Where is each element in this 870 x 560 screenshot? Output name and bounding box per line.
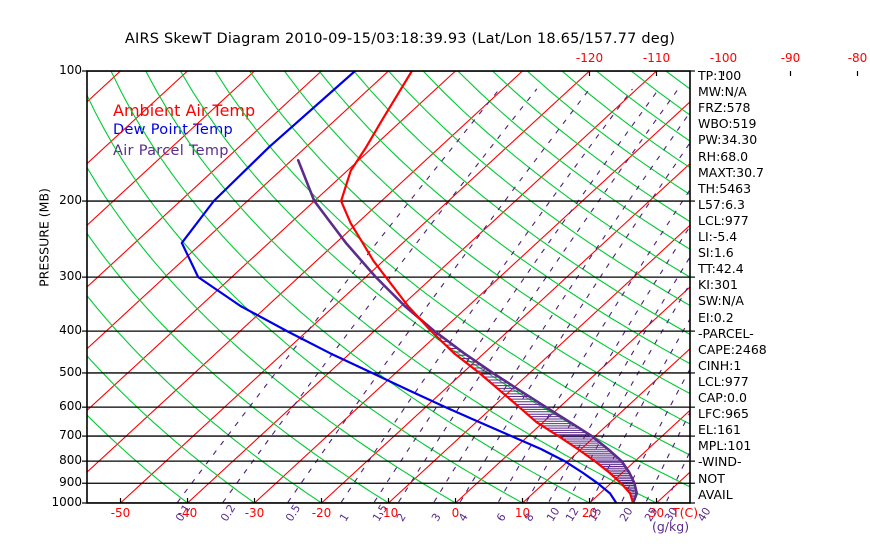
bottom-tick-5: 0 bbox=[451, 506, 460, 520]
bottom-tick-7: 20 bbox=[581, 506, 598, 520]
stat-lfc965: LFC:965 bbox=[698, 406, 749, 422]
pressure-tick-1: 200 bbox=[59, 193, 82, 208]
top-tick-4: -80 bbox=[847, 51, 868, 65]
legend-dew-point-temp: Dew Point Temp bbox=[113, 122, 234, 138]
pressure-tick-5: 600 bbox=[59, 399, 82, 414]
stat-tp100: TP:100 bbox=[698, 68, 742, 83]
stat-cape2468: CAPE:2468 bbox=[698, 341, 767, 357]
bottom-tick-4: -10 bbox=[378, 506, 399, 520]
stat-lcl977: LCL:977 bbox=[698, 212, 749, 228]
bottom-tick-6: 10 bbox=[514, 506, 531, 520]
pressure-tick-7: 800 bbox=[59, 453, 82, 468]
pressure-tick-8: 900 bbox=[59, 475, 82, 490]
pressure-tick-3: 400 bbox=[59, 323, 82, 338]
stat-l5763: L57:6.3 bbox=[698, 196, 745, 212]
legend-ambient-air-temp: Ambient Air Temp bbox=[113, 101, 256, 120]
stat-ki301: KI:301 bbox=[698, 277, 738, 293]
top-tick-3: -90 bbox=[780, 51, 801, 65]
stat-avail: AVAIL bbox=[698, 486, 733, 502]
stat-li54: LI:-5.4 bbox=[698, 229, 738, 244]
stat-lcl977: LCL:977 bbox=[698, 373, 749, 389]
stat-mpl101: MPL:101 bbox=[698, 438, 752, 454]
pressure-tick-4: 500 bbox=[59, 364, 82, 379]
pressure-tick-2: 300 bbox=[59, 269, 82, 284]
bottom-tick-1: -40 bbox=[177, 506, 198, 520]
bottom-tick-3: -20 bbox=[311, 506, 332, 520]
x-axis-label-temperature: T(C) bbox=[672, 505, 699, 520]
top-tick-1: -110 bbox=[642, 51, 671, 65]
stat-swna: SW:N/A bbox=[698, 293, 744, 309]
pressure-tick-6: 700 bbox=[59, 428, 82, 443]
legend-air-parcel-temp: Air Parcel Temp bbox=[113, 143, 229, 159]
stat-si16: SI:1.6 bbox=[698, 245, 734, 261]
x-axis-label-mixing-ratio: (g/kg) bbox=[652, 519, 690, 534]
pressure-tick-0: 100 bbox=[59, 63, 82, 77]
bottom-tick-0: -50 bbox=[110, 506, 131, 520]
stat-maxt307: MAXT:30.7 bbox=[698, 164, 764, 180]
top-tick-0: -120 bbox=[575, 51, 604, 65]
stat-wbo519: WBO:519 bbox=[698, 116, 757, 132]
stat-rh680: RH:68.0 bbox=[698, 148, 749, 164]
stat-cinh1: CINH:1 bbox=[698, 357, 742, 373]
stat-parcel: -PARCEL- bbox=[698, 325, 754, 341]
stat-tt424: TT:42.4 bbox=[698, 261, 744, 277]
stat-frz578: FRZ:578 bbox=[698, 100, 751, 116]
stat-wind: -WIND- bbox=[698, 454, 742, 470]
stat-mwna: MW:N/A bbox=[698, 84, 747, 100]
top-tick-2: -100 bbox=[709, 51, 738, 65]
page-title: AIRS SkewT Diagram 2010-09-15/03:18:39.9… bbox=[124, 31, 676, 47]
bottom-tick-8: 30 bbox=[648, 506, 665, 520]
stat-pw3430: PW:34.30 bbox=[698, 132, 758, 148]
stat-el161: EL:161 bbox=[698, 422, 741, 438]
bottom-tick-2: -30 bbox=[244, 506, 265, 520]
stat-not: NOT bbox=[698, 470, 725, 486]
stat-ei02: EI:0.2 bbox=[698, 309, 734, 325]
stat-th5463: TH:5463 bbox=[698, 180, 752, 196]
pressure-tick-9: 1000 bbox=[51, 495, 82, 509]
stat-cap00: CAP:0.0 bbox=[698, 390, 747, 405]
